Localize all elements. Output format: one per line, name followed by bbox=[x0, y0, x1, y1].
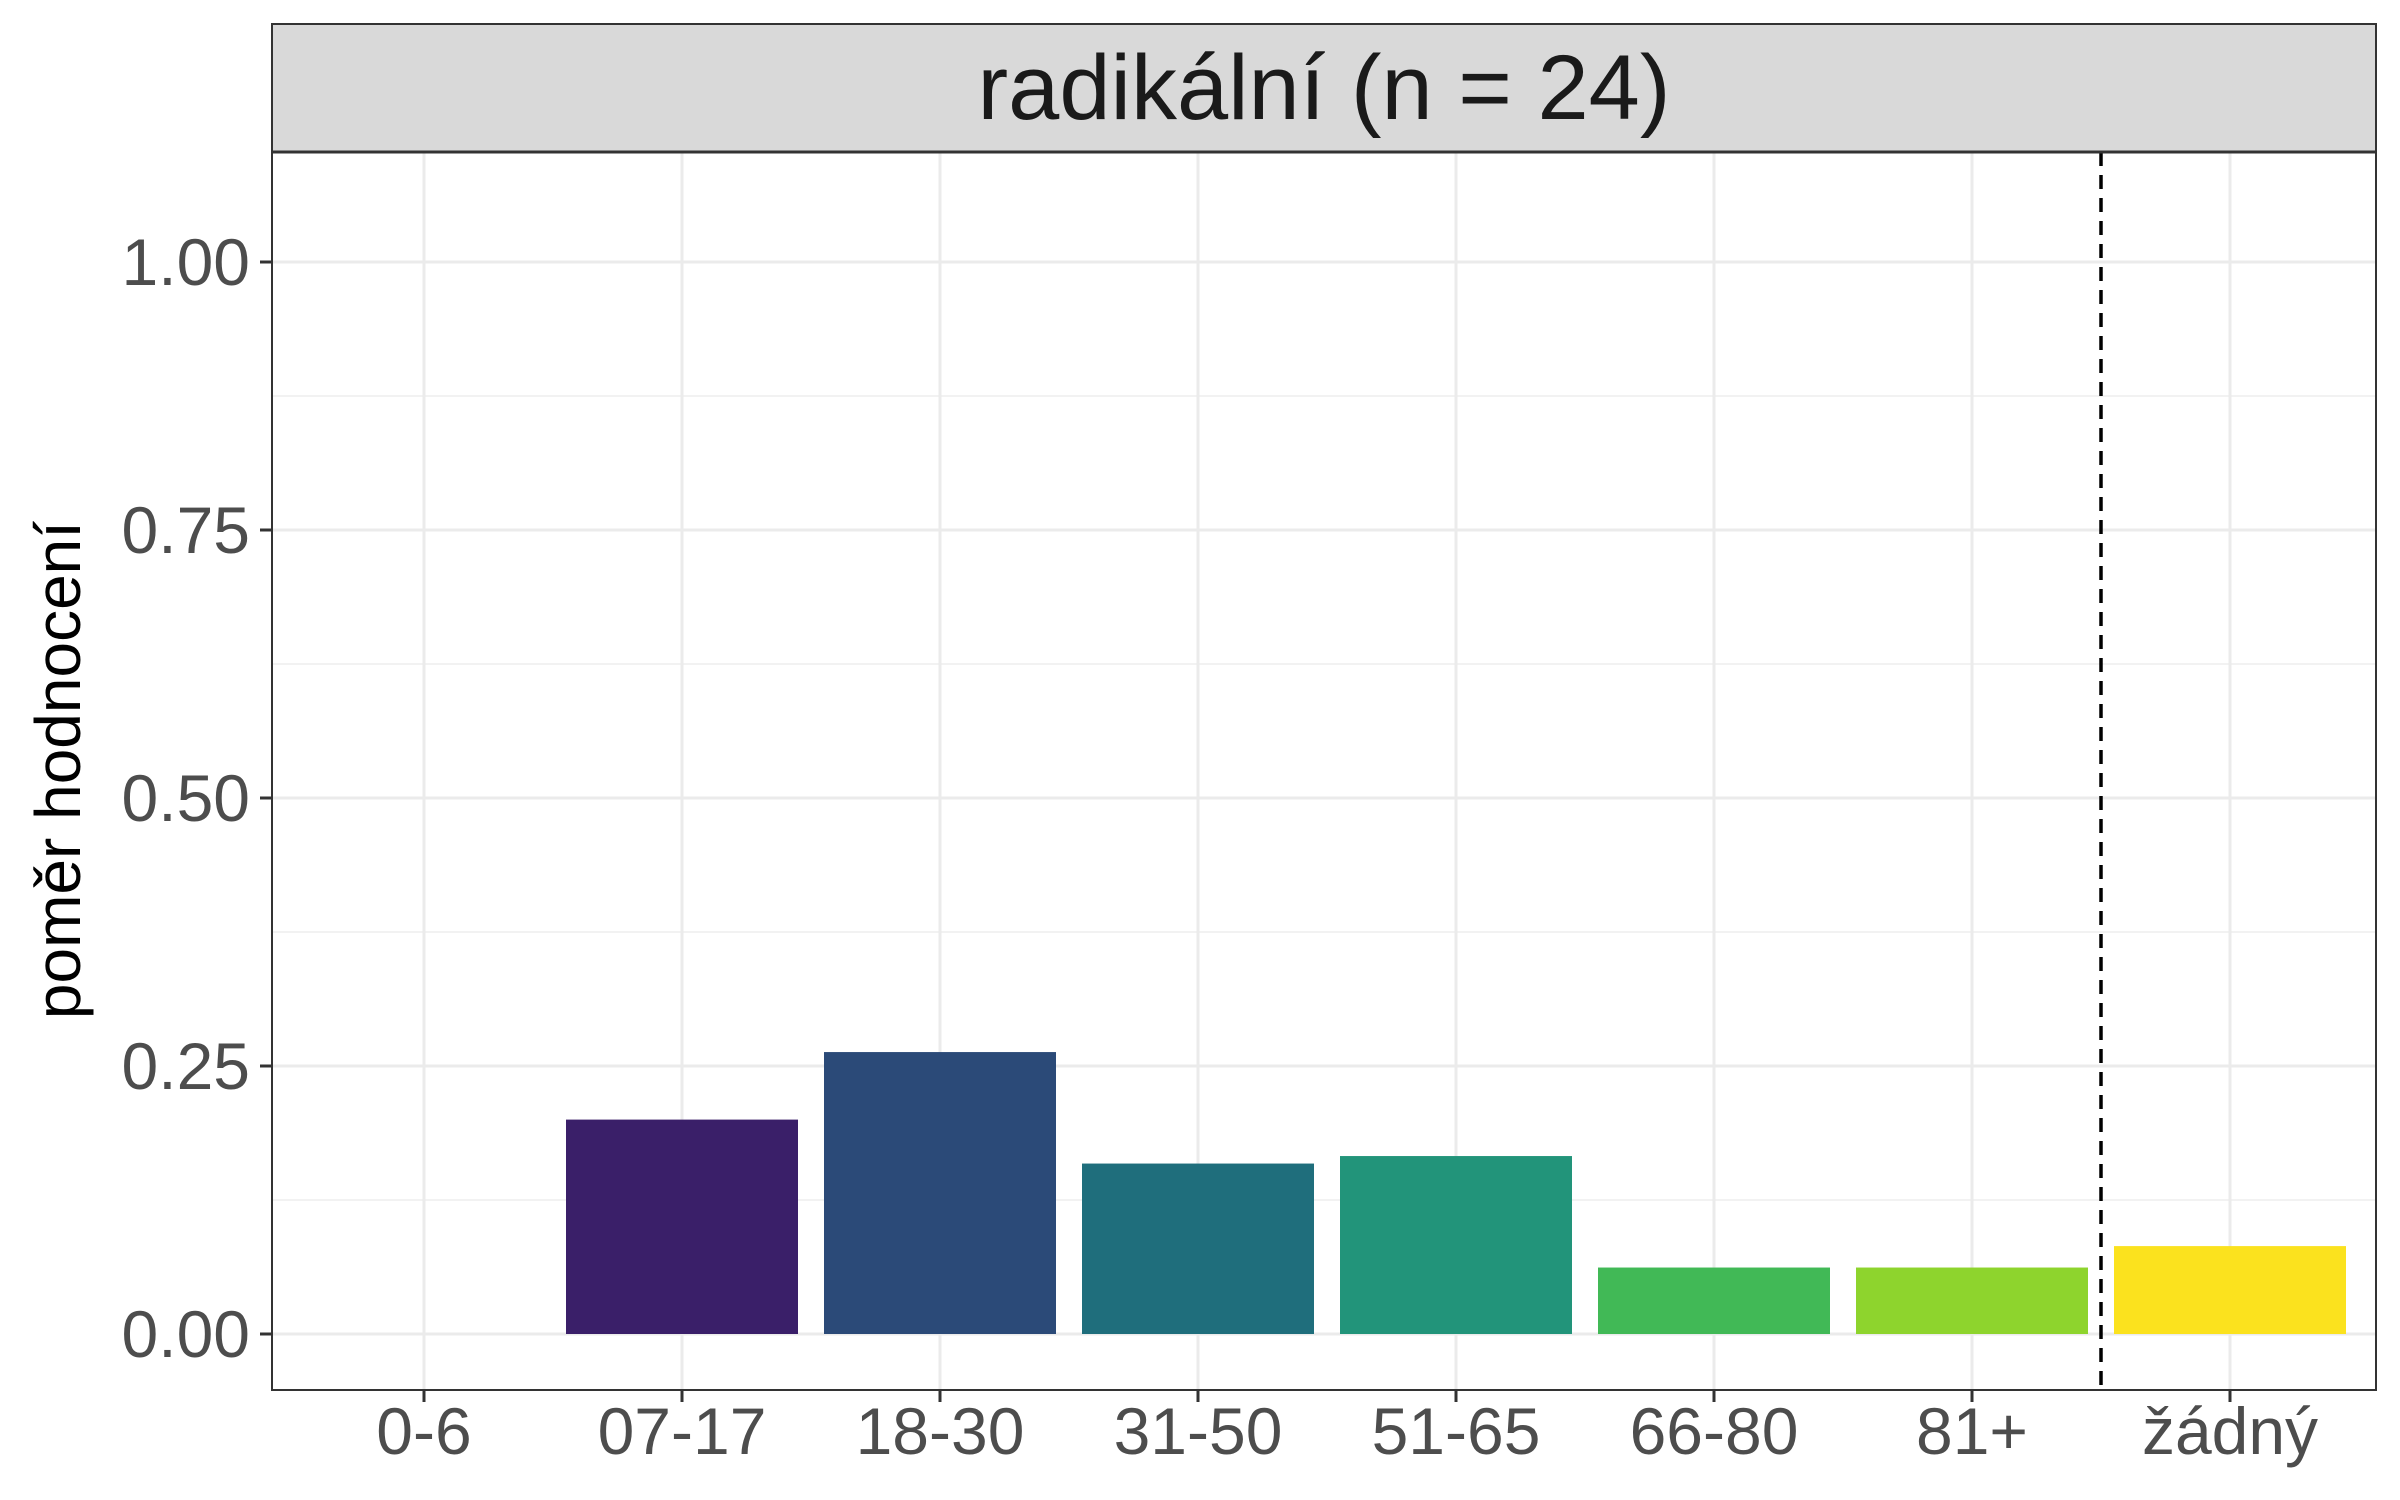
y-tick-label: 0.25 bbox=[122, 1029, 250, 1103]
bar-07-17 bbox=[566, 1119, 798, 1334]
y-tick-label: 0.00 bbox=[122, 1297, 250, 1371]
bar-66-80 bbox=[1598, 1267, 1830, 1334]
x-axis: 0-6 07-17 18-30 31-50 51-65 66-80 81+ žádný bbox=[376, 1390, 2318, 1468]
x-tick-label: 18-30 bbox=[856, 1394, 1025, 1468]
y-tick-label: 0.50 bbox=[122, 761, 250, 835]
bar-žádný bbox=[2114, 1246, 2346, 1334]
gridlines bbox=[272, 152, 2376, 1390]
x-tick-label: 0-6 bbox=[376, 1394, 471, 1468]
y-axis: 0.00 0.25 0.50 0.75 1.00 bbox=[122, 225, 272, 1371]
bars bbox=[566, 1052, 2346, 1334]
bar-18-30 bbox=[824, 1052, 1056, 1334]
x-tick-label: 51-65 bbox=[1372, 1394, 1541, 1468]
facet-strip bbox=[271, 23, 2377, 153]
x-tick-label: 07-17 bbox=[598, 1394, 767, 1468]
x-tick-label: žádný bbox=[2142, 1394, 2318, 1468]
bar-81+ bbox=[1856, 1267, 2088, 1334]
panel-border bbox=[271, 23, 2377, 1391]
facet-title: radikální (n = 24) bbox=[978, 37, 1671, 139]
x-tick-label: 66-80 bbox=[1630, 1394, 1799, 1468]
x-tick-label: 31-50 bbox=[1114, 1394, 1283, 1468]
y-axis-title: poměr hodnocení bbox=[22, 521, 94, 1019]
bar-31-50 bbox=[1082, 1163, 1314, 1334]
x-tick-label: 81+ bbox=[1916, 1394, 2028, 1468]
bar-51-65 bbox=[1340, 1156, 1572, 1334]
y-tick-label: 0.75 bbox=[122, 493, 250, 567]
y-tick-label: 1.00 bbox=[122, 225, 250, 299]
